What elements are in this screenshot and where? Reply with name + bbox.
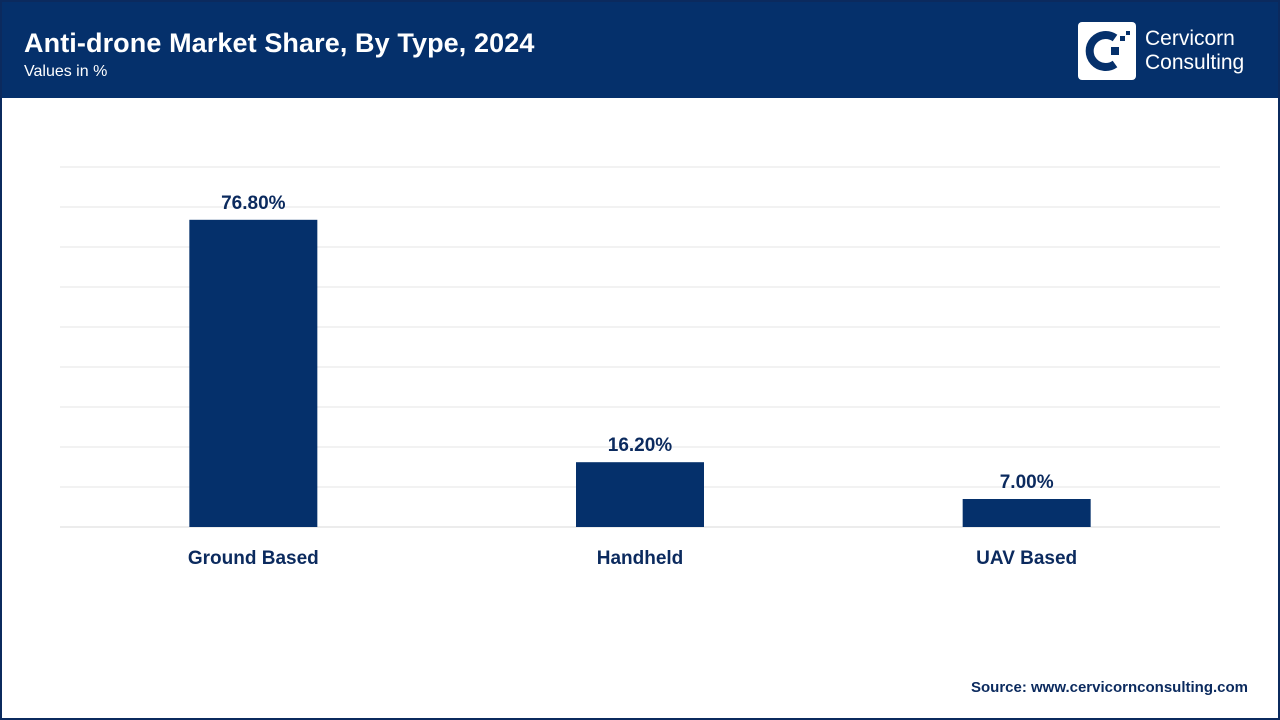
header-banner: Anti-drone Market Share, By Type, 2024 V…: [2, 2, 1278, 98]
category-labels-group: Ground Based Handheld UAV Based: [188, 548, 1077, 569]
bar-uav-based: [962, 499, 1091, 527]
logo-line-1: Cervicorn: [1145, 27, 1235, 50]
logo-mark-icon: [1078, 22, 1136, 80]
logo-text: Cervicorn Consulting: [1145, 27, 1244, 75]
bar-chart: 76.80% 16.20% 7.00% Ground Based Handheld UA…: [60, 166, 1220, 569]
x-tick-label-handheld: Handheld: [597, 548, 684, 569]
bars-group: [189, 219, 1091, 528]
bar-handheld: [576, 462, 704, 527]
company-logo: Cervicorn Consulting: [1078, 22, 1260, 82]
chart-title: Anti-drone Market Share, By Type, 2024: [24, 28, 535, 58]
chart-subtitle: Values in %: [24, 63, 108, 80]
bar-ground-based: [189, 219, 318, 528]
logo-line-2: Consulting: [1145, 51, 1245, 74]
data-label-uav-based: 7.00%: [1000, 472, 1054, 493]
data-label-handheld: 16.20%: [608, 435, 673, 456]
data-label-ground-based: 76.80%: [221, 193, 286, 214]
x-tick-label-uav-based: UAV Based: [976, 548, 1077, 569]
x-tick-label-ground-based: Ground Based: [188, 548, 319, 569]
data-labels-group: 76.80% 16.20% 7.00%: [221, 193, 1054, 493]
source-note: Source: www.cervicornconsulting.com: [970, 679, 1248, 696]
